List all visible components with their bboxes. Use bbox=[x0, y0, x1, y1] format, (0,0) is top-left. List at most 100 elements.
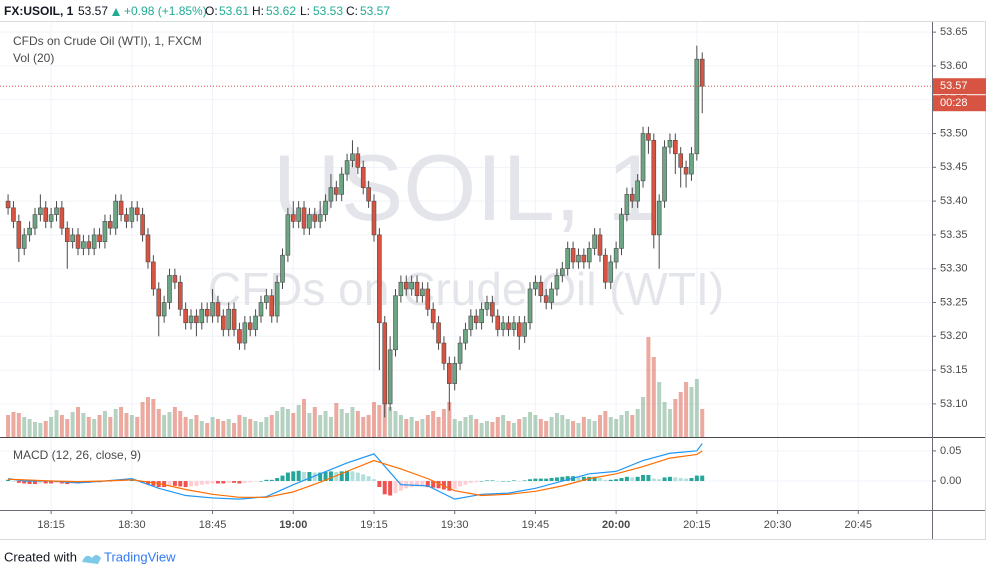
macd-histogram-bar bbox=[280, 475, 285, 482]
volume-bar bbox=[54, 410, 59, 437]
candle-body bbox=[430, 308, 436, 324]
macd-histogram-bar bbox=[522, 480, 527, 482]
macd-histogram-bar bbox=[6, 479, 11, 482]
volume-bar bbox=[657, 382, 662, 437]
macd-histogram-bar bbox=[16, 481, 21, 483]
macd-histogram-bar bbox=[630, 477, 635, 482]
candle-body bbox=[683, 167, 689, 175]
candle-body bbox=[258, 302, 264, 317]
volume-bar bbox=[388, 407, 393, 437]
candle-body bbox=[608, 261, 614, 283]
candle-body bbox=[667, 139, 673, 148]
macd-histogram-bar bbox=[684, 478, 689, 482]
countdown-tag bbox=[933, 95, 986, 112]
volume-bar bbox=[199, 421, 204, 437]
candle-body bbox=[269, 295, 275, 317]
macd-histogram-bar bbox=[355, 472, 360, 482]
volume-bar bbox=[533, 415, 538, 437]
macd-histogram-bar bbox=[291, 471, 296, 482]
volume-bar bbox=[291, 413, 296, 437]
candle-body bbox=[54, 207, 59, 215]
x-tick-label: 19:15 bbox=[360, 519, 388, 531]
macd-histogram-bar bbox=[560, 476, 565, 482]
candle-body bbox=[70, 234, 75, 242]
macd-histogram-bar bbox=[393, 481, 398, 494]
candle-body bbox=[199, 308, 205, 324]
macd-histogram-bar bbox=[528, 479, 533, 482]
volume-bar bbox=[307, 413, 312, 437]
candle-body bbox=[91, 234, 97, 249]
macd-histogram-bar bbox=[608, 479, 613, 482]
volume-bar bbox=[345, 413, 350, 437]
volume-bar bbox=[113, 409, 118, 437]
macd-histogram-bar bbox=[167, 481, 172, 486]
candle-body bbox=[646, 133, 651, 141]
volume-bar bbox=[162, 415, 167, 437]
candle-body bbox=[640, 133, 646, 182]
volume-bar bbox=[597, 415, 602, 437]
volume-bar bbox=[441, 409, 446, 437]
volume-bar bbox=[571, 421, 576, 437]
macd-histogram-bar bbox=[248, 481, 253, 483]
candle-body bbox=[296, 207, 301, 222]
open-value: 53.61 bbox=[219, 4, 249, 18]
candle-body bbox=[167, 275, 172, 303]
macd-line bbox=[7, 443, 703, 500]
volume-bar bbox=[237, 415, 242, 437]
volume-bar bbox=[178, 411, 183, 437]
volume-bar bbox=[6, 415, 11, 437]
x-tick-label: 18:45 bbox=[199, 519, 227, 531]
macd-histogram-bar bbox=[398, 481, 403, 491]
macd-histogram-bar bbox=[194, 481, 199, 486]
candle-body bbox=[463, 329, 468, 344]
volume-bar bbox=[27, 419, 32, 437]
macd-histogram-bar bbox=[479, 481, 484, 482]
volume-bar bbox=[501, 415, 506, 437]
close-label: C: bbox=[346, 4, 358, 18]
candle-body bbox=[538, 281, 544, 297]
macd-histogram-bar bbox=[700, 475, 705, 482]
watermark-description: CFDs on Crude Oil (WTI) bbox=[208, 263, 724, 315]
y-tick-label: 53.30 bbox=[940, 263, 968, 275]
open-label: O: bbox=[205, 4, 218, 18]
volume-bar bbox=[119, 407, 124, 437]
macd-histogram-bar bbox=[425, 481, 430, 488]
volume-bar bbox=[302, 399, 307, 437]
candle-body bbox=[350, 153, 355, 161]
candle-body bbox=[673, 139, 678, 155]
macd-histogram-bar bbox=[581, 476, 586, 482]
volume-bar bbox=[81, 413, 86, 437]
volume-bar bbox=[506, 421, 511, 437]
candle-body bbox=[21, 234, 27, 249]
volume-bar bbox=[646, 337, 651, 437]
macd-histogram-bar bbox=[597, 478, 602, 482]
macd-histogram-bar bbox=[124, 480, 129, 482]
candle-body bbox=[307, 214, 312, 229]
candle-body bbox=[247, 322, 253, 330]
macd-histogram-bar bbox=[624, 476, 629, 482]
x-tick-label: 19:30 bbox=[441, 519, 469, 531]
candle-body bbox=[161, 302, 167, 317]
volume-bar bbox=[544, 421, 549, 437]
macd-histogram-bar bbox=[420, 481, 425, 486]
volume-bar bbox=[156, 409, 161, 437]
candle-body bbox=[468, 315, 474, 330]
footer-brand[interactable]: TradingView bbox=[104, 549, 176, 564]
volume-bar bbox=[538, 419, 543, 437]
macd-histogram-bar bbox=[377, 481, 382, 488]
volume-bar bbox=[285, 409, 290, 437]
macd-histogram-bar bbox=[226, 481, 231, 483]
macd-histogram-bar bbox=[565, 476, 570, 482]
volume-bar bbox=[97, 415, 102, 437]
candle-body bbox=[231, 308, 237, 330]
macd-histogram-bar bbox=[447, 481, 452, 491]
footer-created: Created with bbox=[4, 549, 77, 564]
candle-body bbox=[592, 234, 597, 249]
macd-histogram-bar bbox=[468, 481, 473, 483]
candle-body bbox=[656, 200, 662, 236]
volume-bar bbox=[673, 399, 678, 437]
candle-body bbox=[436, 322, 441, 344]
volume-bar bbox=[630, 415, 635, 437]
macd-histogram-bar bbox=[517, 481, 522, 482]
